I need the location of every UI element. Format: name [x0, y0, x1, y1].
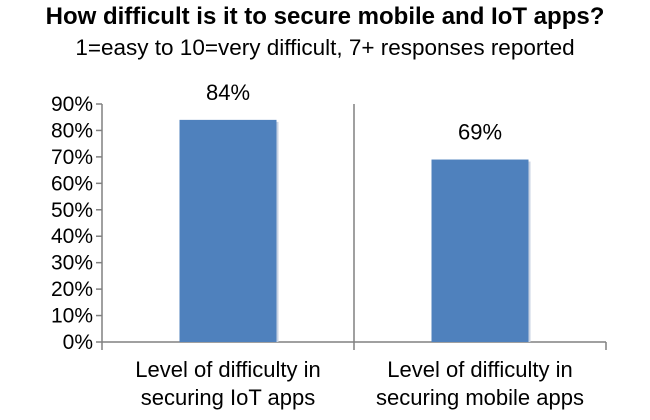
y-tick-label: 70% — [51, 146, 93, 169]
y-tick-label: 50% — [51, 199, 93, 222]
y-tick-label: 90% — [51, 93, 93, 116]
y-tick-label: 20% — [51, 278, 93, 301]
category-label-2: securing mobile apps — [376, 385, 584, 410]
chart-title: How difficult is it to secure mobile and… — [45, 3, 605, 30]
y-tick-label: 30% — [51, 252, 93, 275]
data-label-2: 69% — [458, 120, 502, 145]
bar-1 — [179, 119, 277, 342]
y-tick-label: 0% — [63, 331, 93, 354]
y-tick-label: 80% — [51, 119, 93, 142]
bar-2 — [431, 159, 529, 342]
chart-subtitle: 1=easy to 10=very difficult, 7+ response… — [75, 35, 575, 60]
y-tick-label: 40% — [51, 225, 93, 248]
y-tick-label: 60% — [51, 172, 93, 195]
category-label-1: Level of difficulty in — [135, 357, 320, 382]
data-label-1: 84% — [206, 80, 250, 105]
y-tick-label: 10% — [51, 305, 93, 328]
category-label-1: securing IoT apps — [141, 385, 315, 410]
category-label-2: Level of difficulty in — [387, 357, 572, 382]
